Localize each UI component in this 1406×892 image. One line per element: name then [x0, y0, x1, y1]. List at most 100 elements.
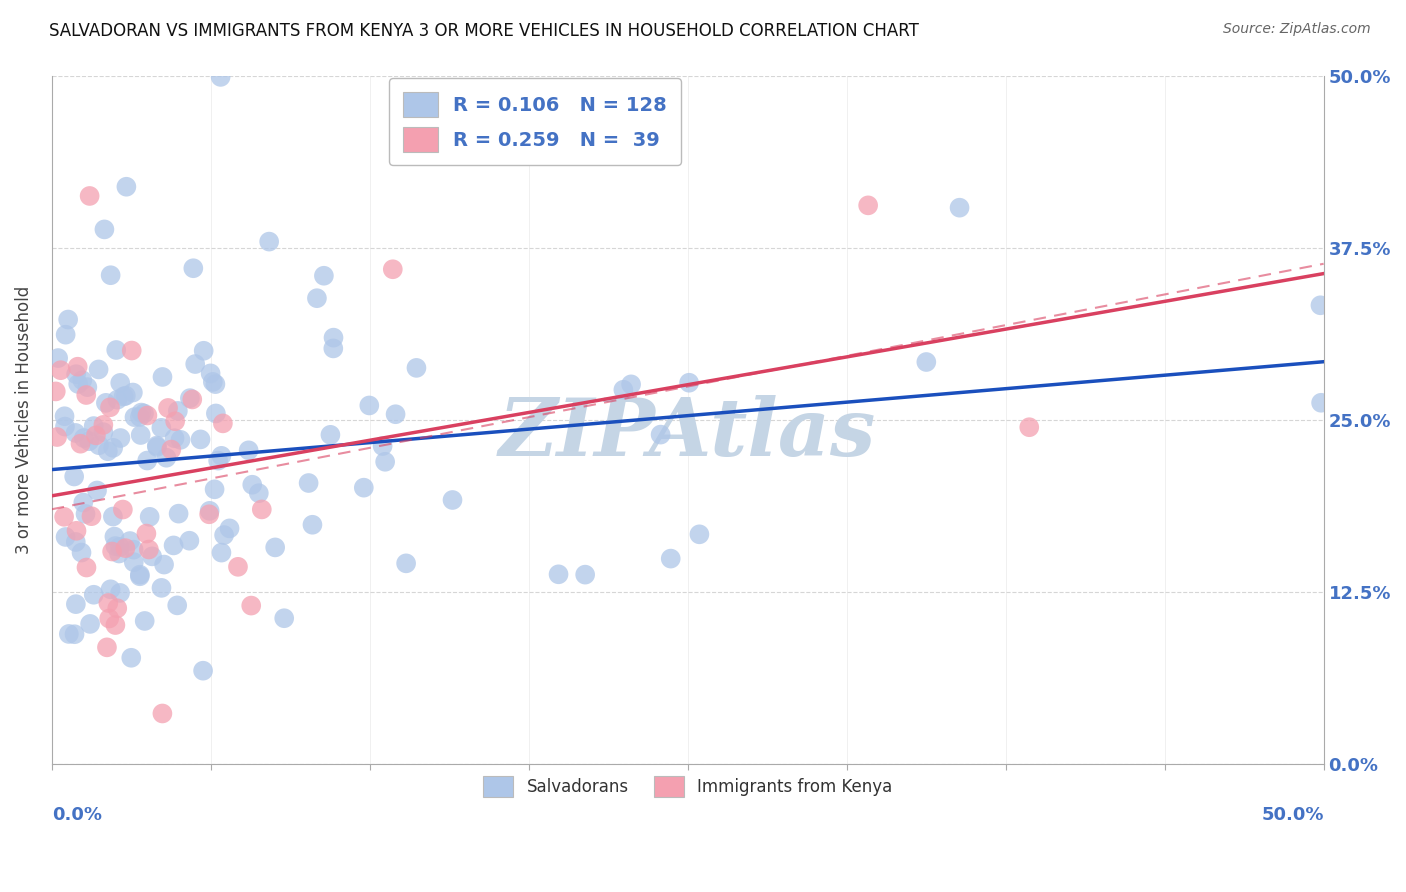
Point	[77, 434, 100, 449]
Point	[128, 567, 150, 582]
Point	[167, 404, 190, 418]
Point	[240, 599, 263, 613]
Point	[212, 417, 235, 431]
Point	[129, 428, 152, 442]
Point	[70, 545, 93, 559]
Point	[200, 367, 222, 381]
Point	[179, 533, 201, 548]
Point	[49, 363, 72, 377]
Point	[100, 268, 122, 283]
Point	[184, 357, 207, 371]
Point	[190, 433, 212, 447]
Point	[98, 611, 121, 625]
Point	[84, 428, 107, 442]
Point	[381, 262, 404, 277]
Point	[105, 392, 128, 407]
Point	[63, 469, 86, 483]
Point	[136, 453, 159, 467]
Point	[301, 517, 323, 532]
Point	[104, 539, 127, 553]
Point	[100, 582, 122, 597]
Point	[114, 541, 136, 555]
Point	[53, 419, 76, 434]
Point	[56, 312, 79, 326]
Point	[395, 557, 418, 571]
Point	[101, 509, 124, 524]
Point	[46, 430, 69, 444]
Point	[179, 391, 201, 405]
Point	[76, 380, 98, 394]
Point	[122, 385, 145, 400]
Point	[72, 495, 94, 509]
Point	[650, 427, 672, 442]
Point	[67, 376, 90, 391]
Point	[688, 527, 710, 541]
Point	[97, 444, 120, 458]
Point	[138, 509, 160, 524]
Point	[120, 650, 142, 665]
Point	[146, 439, 169, 453]
Point	[201, 375, 224, 389]
Point	[55, 327, 77, 342]
Point	[128, 409, 150, 424]
Point	[150, 421, 173, 435]
Point	[132, 407, 155, 421]
Point	[612, 383, 634, 397]
Point	[160, 442, 183, 457]
Point	[678, 376, 700, 390]
Point	[118, 534, 141, 549]
Point	[110, 376, 132, 390]
Point	[134, 614, 156, 628]
Point	[65, 524, 87, 538]
Text: 0.0%: 0.0%	[52, 805, 101, 823]
Point	[915, 355, 938, 369]
Point	[83, 419, 105, 434]
Point	[250, 502, 273, 516]
Point	[353, 481, 375, 495]
Point	[1309, 298, 1331, 312]
Point	[371, 439, 394, 453]
Point	[73, 431, 96, 445]
Point	[152, 370, 174, 384]
Point	[105, 601, 128, 615]
Point	[209, 449, 232, 463]
Point	[76, 560, 98, 574]
Point	[65, 597, 87, 611]
Point	[166, 599, 188, 613]
Point	[46, 351, 69, 365]
Point	[209, 70, 232, 84]
Point	[65, 535, 87, 549]
Point	[146, 440, 169, 454]
Point	[121, 343, 143, 358]
Point	[83, 588, 105, 602]
Point	[115, 179, 138, 194]
Point	[162, 538, 184, 552]
Legend: Salvadorans, Immigrants from Kenya: Salvadorans, Immigrants from Kenya	[477, 770, 898, 805]
Point	[238, 443, 260, 458]
Point	[53, 509, 76, 524]
Point	[405, 360, 427, 375]
Point	[108, 540, 131, 554]
Point	[135, 526, 157, 541]
Point	[247, 486, 270, 500]
Text: 50.0%: 50.0%	[1261, 805, 1323, 823]
Point	[312, 268, 335, 283]
Point	[104, 618, 127, 632]
Point	[226, 559, 249, 574]
Point	[112, 389, 135, 403]
Point	[96, 640, 118, 655]
Point	[138, 542, 160, 557]
Point	[167, 507, 190, 521]
Text: SALVADORAN VS IMMIGRANTS FROM KENYA 3 OR MORE VEHICLES IN HOUSEHOLD CORRELATION : SALVADORAN VS IMMIGRANTS FROM KENYA 3 OR…	[49, 22, 920, 40]
Point	[122, 555, 145, 569]
Point	[101, 441, 124, 455]
Point	[193, 343, 215, 358]
Point	[45, 384, 67, 399]
Point	[204, 377, 226, 392]
Point	[257, 235, 280, 249]
Point	[86, 483, 108, 498]
Point	[157, 401, 180, 415]
Point	[218, 521, 240, 535]
Point	[93, 425, 115, 440]
Point	[103, 530, 125, 544]
